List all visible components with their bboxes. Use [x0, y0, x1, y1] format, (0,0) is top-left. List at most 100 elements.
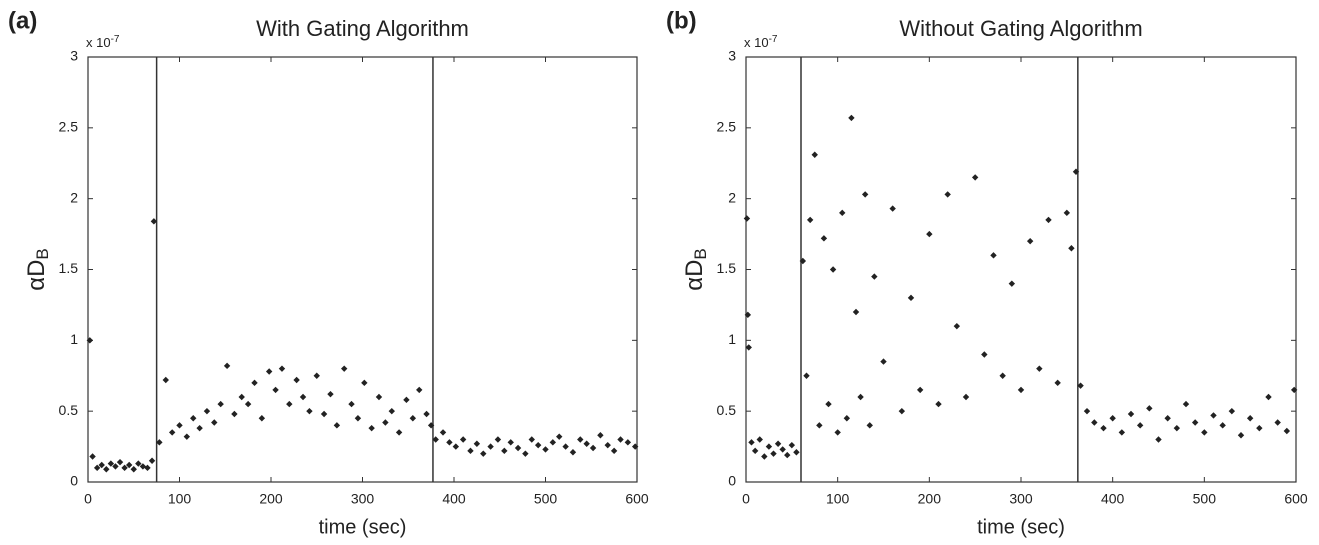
data-point — [107, 460, 115, 467]
panel-label: (b) — [666, 7, 697, 34]
data-point — [427, 422, 435, 429]
data-point — [272, 386, 279, 394]
data-point — [799, 257, 807, 265]
data-point — [514, 444, 522, 452]
y-multiplier-exp: -7 — [111, 34, 120, 45]
data-point — [534, 441, 542, 449]
data-point — [820, 235, 828, 242]
data-point — [784, 451, 791, 459]
data-point — [1256, 424, 1263, 432]
data-point — [1274, 419, 1281, 426]
data-point — [103, 466, 110, 473]
data-point — [320, 410, 328, 418]
data-point — [962, 393, 970, 401]
data-point — [1008, 280, 1016, 287]
data-point — [1100, 424, 1107, 432]
x-tick-label: 0 — [742, 491, 750, 507]
data-point — [1063, 209, 1071, 217]
data-point — [953, 322, 961, 330]
data-point — [1136, 422, 1144, 429]
y-tick-label: 1.5 — [59, 260, 79, 276]
data-point — [825, 400, 832, 408]
data-point — [354, 415, 362, 422]
data-point — [617, 436, 624, 443]
data-point — [748, 439, 755, 446]
data-point — [409, 415, 417, 422]
data-point — [848, 114, 855, 122]
data-point — [935, 400, 942, 408]
data-point — [1045, 216, 1052, 224]
data-point — [944, 191, 951, 198]
x-tick-label: 200 — [259, 491, 283, 507]
data-point — [1026, 237, 1034, 245]
data-point — [452, 443, 460, 450]
x-tick-label: 400 — [442, 491, 466, 507]
data-point — [183, 433, 191, 440]
data-point — [446, 439, 453, 446]
data-point — [313, 372, 320, 379]
data-point — [866, 422, 873, 429]
data-point — [761, 453, 768, 460]
y-multiplier: x 10-7 — [744, 34, 778, 51]
data-point — [258, 415, 266, 422]
data-point — [116, 458, 124, 466]
data-point — [829, 266, 837, 273]
data-point — [843, 415, 851, 422]
data-point — [816, 422, 823, 429]
data-point — [744, 311, 752, 319]
data-point — [375, 393, 383, 401]
data-point — [156, 439, 163, 446]
data-point — [631, 443, 639, 450]
data-point — [98, 461, 105, 469]
data-point — [990, 252, 997, 259]
x-tick-label: 0 — [84, 491, 92, 507]
data-point — [223, 362, 231, 370]
data-point — [1237, 432, 1245, 439]
data-point — [556, 433, 563, 440]
x-tick-label: 600 — [625, 491, 649, 507]
data-point — [803, 372, 810, 379]
data-point — [898, 407, 906, 415]
data-point — [589, 444, 597, 452]
data-point — [473, 440, 481, 447]
data-point — [834, 429, 841, 436]
data-point — [1127, 410, 1135, 418]
data-point — [926, 230, 933, 238]
data-point — [745, 344, 752, 351]
x-axis-label: time (sec) — [977, 516, 1065, 538]
y-tick-label: 0.5 — [717, 402, 737, 418]
data-point — [130, 466, 137, 473]
y-tick-label: 0 — [70, 473, 78, 489]
data-point — [1083, 407, 1091, 415]
data-point — [144, 464, 151, 472]
data-point — [196, 424, 203, 432]
y-axis-label-sub: B — [691, 248, 710, 259]
data-point — [416, 386, 423, 394]
data-point — [112, 463, 119, 470]
y-tick-label: 0 — [728, 473, 736, 489]
y-tick-label: 2 — [728, 189, 736, 205]
data-point — [231, 410, 238, 418]
x-axis-label: time (sec) — [319, 516, 407, 538]
y-tick-label: 1 — [728, 331, 736, 347]
data-point — [528, 436, 535, 443]
y-axis-label: αDB — [681, 248, 710, 291]
data-point — [162, 376, 169, 384]
y-tick-label: 2.5 — [59, 119, 79, 135]
data-point — [751, 447, 759, 455]
data-point — [501, 447, 508, 455]
x-tick-label: 100 — [826, 491, 850, 507]
y-axis-label-main: αD — [681, 260, 708, 291]
x-tick-label: 200 — [918, 491, 942, 507]
data-point — [839, 209, 846, 217]
data-point — [125, 461, 133, 469]
data-point — [211, 419, 218, 426]
plot-frame — [87, 56, 638, 483]
data-point — [779, 446, 786, 453]
data-point — [1283, 427, 1291, 435]
data-point — [1173, 424, 1181, 432]
data-point — [1109, 415, 1116, 422]
data-point — [293, 376, 300, 384]
data-point — [756, 436, 763, 443]
